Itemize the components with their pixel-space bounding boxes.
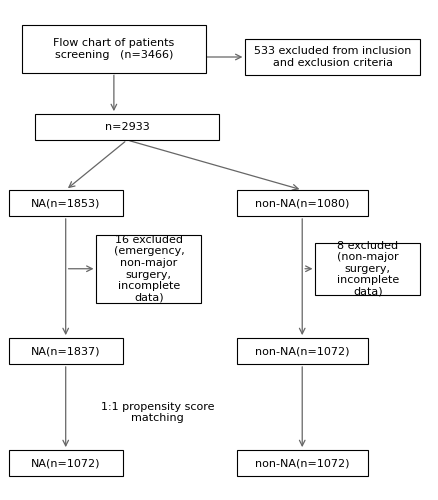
FancyBboxPatch shape <box>9 450 123 476</box>
Text: non-NA(n=1072): non-NA(n=1072) <box>255 458 350 468</box>
Text: 16 excluded
(emergency,
non-major
surgery,
incomplete
data): 16 excluded (emergency, non-major surger… <box>113 235 184 302</box>
Text: 1:1 propensity score
matching: 1:1 propensity score matching <box>101 402 215 423</box>
FancyBboxPatch shape <box>9 190 123 216</box>
Text: NA(n=1072): NA(n=1072) <box>31 458 100 468</box>
Text: non-NA(n=1080): non-NA(n=1080) <box>255 198 350 208</box>
Text: 533 excluded from inclusion
and exclusion criteria: 533 excluded from inclusion and exclusio… <box>254 46 412 68</box>
FancyBboxPatch shape <box>315 242 420 295</box>
Text: non-NA(n=1072): non-NA(n=1072) <box>255 346 350 356</box>
FancyBboxPatch shape <box>237 190 368 216</box>
FancyBboxPatch shape <box>9 338 123 364</box>
Text: n=2933: n=2933 <box>105 122 149 132</box>
FancyBboxPatch shape <box>96 235 201 302</box>
FancyBboxPatch shape <box>245 39 420 75</box>
Text: NA(n=1837): NA(n=1837) <box>31 346 100 356</box>
FancyBboxPatch shape <box>22 25 206 72</box>
FancyBboxPatch shape <box>237 450 368 476</box>
FancyBboxPatch shape <box>35 114 219 140</box>
FancyBboxPatch shape <box>237 338 368 364</box>
Text: 8 excluded
(non-major
surgery,
incomplete
data): 8 excluded (non-major surgery, incomplet… <box>337 240 399 297</box>
Text: Flow chart of patients
screening   (n=3466): Flow chart of patients screening (n=3466… <box>53 38 174 60</box>
Text: NA(n=1853): NA(n=1853) <box>31 198 100 208</box>
